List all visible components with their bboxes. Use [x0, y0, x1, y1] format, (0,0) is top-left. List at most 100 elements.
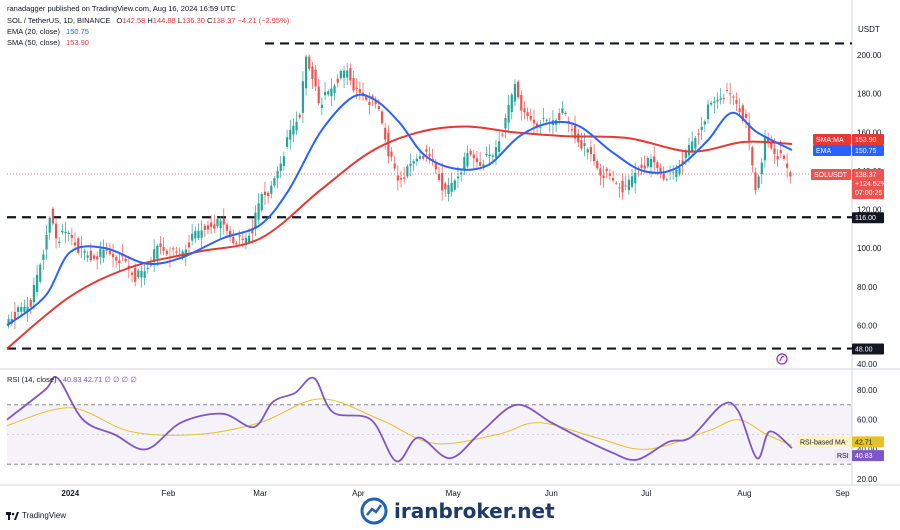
candle-body	[285, 137, 289, 147]
candle-body	[706, 104, 710, 120]
candle-body	[684, 150, 687, 158]
time-tick: Aug	[737, 489, 751, 498]
candles	[7, 54, 792, 329]
candle-body	[346, 70, 349, 78]
rsi-legend[interactable]: RSI (14, close) 40.83 42.71 ∅ ∅ ∅ ∅	[7, 375, 137, 385]
candle-body	[130, 272, 134, 275]
sma-ma-value-box	[852, 134, 884, 145]
symbol-title: SOL / TetherUS, 1D, BINANCE	[7, 16, 111, 25]
candle-body	[266, 192, 270, 197]
candle-body	[406, 166, 409, 177]
watermark-text: iranbroker.net	[394, 499, 555, 523]
rsi-label-text: RSI	[837, 453, 849, 460]
candle-body	[399, 178, 403, 180]
candle-body	[605, 168, 608, 172]
candle-body	[86, 255, 89, 258]
sma-ma-label-box	[813, 134, 851, 145]
candle-body	[659, 167, 662, 174]
candle-body	[691, 141, 694, 152]
candle-body	[735, 99, 738, 104]
rsi-lines	[6, 376, 793, 463]
candle-body	[244, 237, 248, 245]
candle-body	[561, 108, 564, 114]
candle-body	[434, 163, 437, 170]
published-by: ranadagger published on TradingView.com,…	[7, 4, 236, 13]
candle-body	[520, 94, 523, 111]
tradingview-brand[interactable]: TradingView	[6, 511, 66, 520]
candle-body	[197, 230, 200, 239]
price-tick: 180.00	[857, 90, 882, 99]
candle-body	[409, 163, 412, 167]
candle-body	[583, 143, 586, 147]
candle-body	[35, 274, 39, 292]
price-tick: 120.00	[857, 206, 882, 215]
ema-legend[interactable]: EMA (20, close) 150.75	[7, 27, 89, 37]
price-tick: 160.00	[857, 128, 882, 137]
candle-body	[412, 161, 415, 164]
rsi-pane	[7, 404, 852, 465]
horizontal-levels	[7, 42, 852, 350]
candle-body	[355, 88, 358, 90]
candle-body	[260, 194, 263, 211]
rsi-tick: 80.00	[857, 386, 878, 395]
ohlc-change: −4.21 (−2.95%)	[237, 16, 290, 25]
candle-body	[744, 113, 748, 118]
ohlc-h-label: H	[147, 16, 153, 25]
rsi-ma-value-box	[852, 436, 884, 448]
candle-body	[108, 250, 111, 254]
candle-body	[776, 156, 779, 160]
candle-body	[368, 102, 371, 106]
candle-body	[523, 108, 526, 113]
candle-body	[773, 148, 776, 154]
candle-body	[77, 238, 80, 253]
candle-body	[608, 173, 611, 176]
solusdt-value-box	[852, 169, 884, 199]
candle-body	[393, 163, 396, 169]
candle-body	[630, 176, 634, 187]
candle-body	[526, 112, 529, 116]
candle-body	[327, 91, 330, 95]
candle-body	[694, 138, 697, 149]
rsi-tick: 20.00	[857, 475, 878, 484]
candle-body	[425, 149, 428, 152]
price-pane	[0, 0, 900, 486]
candle-body	[162, 247, 165, 251]
candle-body	[472, 154, 475, 159]
candle-body	[482, 164, 485, 166]
candle-body	[203, 225, 206, 230]
candle-body	[725, 89, 729, 91]
candle-body	[124, 258, 127, 262]
candle-body	[279, 163, 282, 171]
axis-tags: SMA:MA 153.90 EMA 150.75 SOLUSDT 138.37 +124.5…	[797, 134, 887, 462]
rsi-legend-label: RSI (14, close)	[7, 375, 57, 384]
candle-body	[232, 236, 235, 244]
candle-body	[615, 182, 618, 184]
candle-body	[741, 105, 744, 121]
candle-body	[713, 101, 716, 103]
rsi-ma-label-box	[797, 436, 852, 448]
sma-legend[interactable]: SMA (50, close) 153.90	[7, 38, 89, 48]
candle-body	[700, 126, 703, 130]
level-lower-tag-text: 48.00	[855, 347, 873, 354]
candle-body	[39, 264, 42, 282]
flag-event-icon[interactable]	[776, 352, 788, 365]
candle-body	[20, 307, 23, 312]
solusdt-label-box	[811, 169, 851, 180]
candle-body	[767, 137, 770, 143]
rsi-tick: 60.00	[857, 416, 878, 425]
candle-body	[618, 187, 621, 189]
candle-body	[732, 96, 735, 98]
level-lower-tag-box	[852, 343, 884, 355]
candle-body	[339, 70, 342, 79]
candle-body	[273, 178, 276, 186]
ohlc-l: 136.30	[182, 16, 205, 25]
tradingview-brand-text: TradingView	[22, 511, 67, 520]
candle-body	[89, 250, 92, 261]
ohlc-h: 144.88	[152, 16, 176, 25]
candle-body	[577, 133, 580, 143]
candle-body	[377, 106, 380, 110]
candle-body	[513, 83, 517, 102]
candle-body	[564, 112, 567, 115]
candle-body	[665, 179, 668, 181]
candle-body	[23, 307, 26, 312]
